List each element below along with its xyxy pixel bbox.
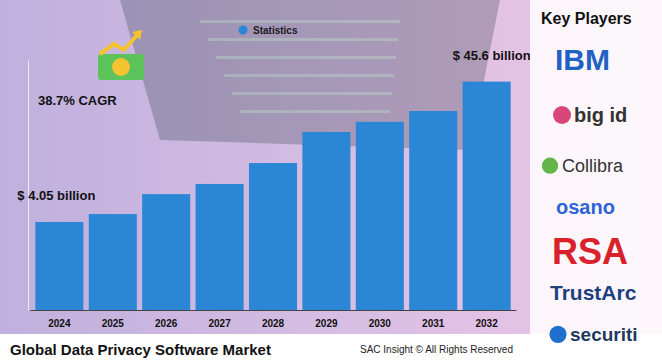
x-tick: 2027 [208, 310, 231, 329]
chart-title: Global Data Privacy Software Market [10, 341, 271, 358]
bar [356, 122, 404, 310]
x-tick: 2025 [102, 310, 125, 329]
y-axis-line [28, 61, 29, 311]
key-player: IBM [555, 43, 610, 76]
x-tick-label: 2024 [48, 318, 71, 329]
bar [89, 214, 137, 310]
cagr-icon [98, 30, 144, 80]
bar [35, 222, 83, 310]
x-tick: 2032 [476, 310, 499, 329]
x-tick: 2030 [369, 310, 392, 329]
x-tick-label: 2026 [155, 318, 178, 329]
x-tick-label: 2027 [208, 318, 231, 329]
x-tick-label: 2030 [369, 318, 392, 329]
y-axis [28, 61, 29, 311]
background-screen-line [240, 110, 390, 113]
logo-icon [542, 158, 558, 174]
background-screen-line [216, 56, 396, 59]
annotation: $ 4.05 billion [17, 188, 95, 203]
icon-arrow [100, 34, 138, 54]
key-player: securiti [570, 324, 638, 345]
x-tick: 2031 [422, 310, 445, 329]
x-tick-label: 2032 [476, 318, 499, 329]
legend: Statistics [239, 25, 298, 36]
key-player: TrustArc [550, 281, 637, 304]
bar [196, 184, 244, 310]
bar [249, 163, 297, 310]
background-screen-line [224, 74, 394, 77]
source: SAC Insight © All Rights Reserved [360, 344, 513, 355]
key-player: Collibra [562, 156, 624, 176]
key-player: osano [556, 196, 615, 218]
x-tick-label: 2025 [102, 318, 125, 329]
bar [142, 194, 190, 310]
x-axis-line [31, 310, 517, 311]
background-screen-line [208, 38, 398, 41]
bar [302, 132, 350, 310]
annotation: 38.7% CAGR [38, 93, 117, 108]
annotation: $ 45.6 billion [453, 48, 531, 63]
chart-svg: 2024 2025 2026 2027 2028 2029 2030 2031 2032 Stat… [0, 0, 662, 364]
legend-label: Statistics [253, 25, 298, 36]
key-players-title: Key Players [541, 10, 632, 27]
icon-coin [112, 58, 130, 76]
background-screen-line [200, 20, 400, 23]
x-tick: 2029 [315, 310, 338, 329]
x-tick: 2028 [262, 310, 285, 329]
logo-icon [549, 326, 566, 343]
key-players-panel [530, 0, 662, 364]
icon-arrowhead [132, 30, 142, 40]
logo-icon [553, 106, 571, 124]
background [0, 0, 662, 364]
x-tick-label: 2031 [422, 318, 445, 329]
bar [463, 82, 511, 310]
bar [409, 111, 457, 310]
x-axis: 2024 2025 2026 2027 2028 2029 2030 2031 2032 [31, 310, 517, 329]
x-tick-label: 2029 [315, 318, 338, 329]
x-tick: 2024 [48, 310, 71, 329]
legend-marker [239, 26, 248, 35]
x-tick-label: 2028 [262, 318, 285, 329]
icon-bill [98, 54, 144, 80]
key-player: RSA [552, 231, 628, 272]
bars [35, 82, 510, 310]
chart-root: 2024 2025 2026 2027 2028 2029 2030 2031 2032 Stat… [0, 0, 662, 364]
background-screen-line [232, 92, 392, 95]
x-tick: 2026 [155, 310, 178, 329]
key-player: big id [574, 104, 627, 126]
